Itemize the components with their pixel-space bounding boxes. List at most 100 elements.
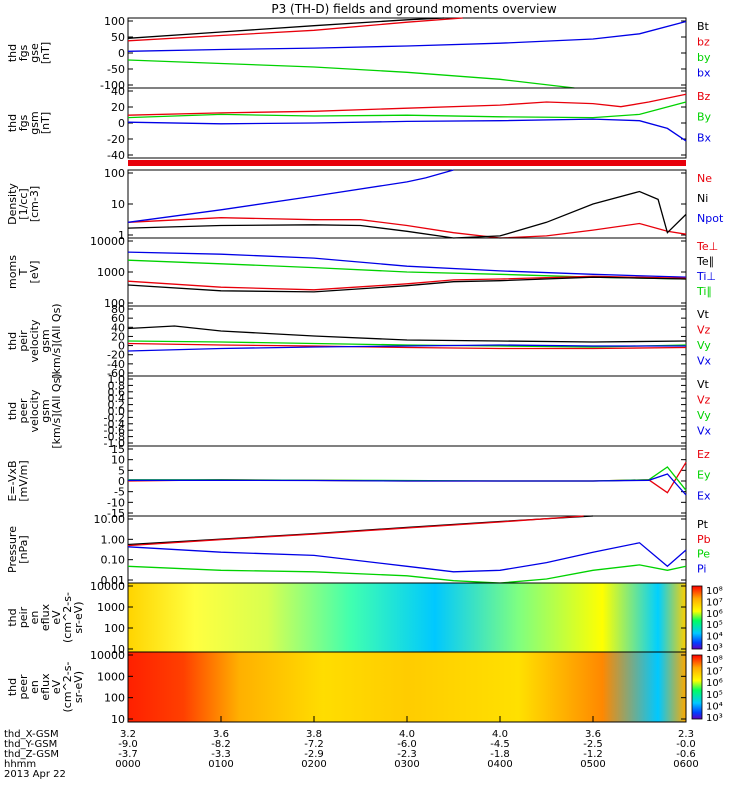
legend-entry: Bz (697, 90, 711, 103)
y-tick-label: 10 (111, 713, 125, 726)
y-tick-label: 10000 (90, 580, 125, 593)
y-axis-label: eV (50, 610, 63, 625)
series-line-vy (127, 340, 687, 348)
y-tick-label: -0.8 (104, 431, 125, 444)
y-tick-label: 0.0 (108, 405, 126, 418)
x-tick-label: 4.0 (399, 729, 415, 740)
legend-entry: bx (697, 67, 711, 80)
colorbar-tick-label: 10⁸ (706, 586, 723, 597)
legend-entry: Vz (697, 324, 711, 337)
y-tick-label: 100 (104, 622, 125, 635)
y-tick-label: -0.4 (104, 418, 125, 431)
panel-frame (127, 375, 687, 447)
x-tick-label: -7.2 (304, 739, 324, 750)
legend-entry: Pb (697, 533, 711, 546)
chart-title: P3 (TH-D) fields and ground moments over… (271, 2, 556, 16)
y-axis-label: en (28, 611, 41, 625)
x-tick-label: -1.2 (583, 749, 603, 760)
x-tick-label: -4.5 (490, 739, 510, 750)
series-line-by (127, 101, 687, 119)
x-tick-label: 3.6 (585, 729, 601, 740)
y-axis-label: thd (6, 44, 19, 62)
y-axis-label: Pressure (6, 526, 19, 573)
y-tick-label: -40 (107, 358, 125, 371)
colorbar-tick-label: 10³ (706, 643, 723, 654)
x-axis-row-label: thd_X-GSM (4, 729, 59, 740)
colorbar-tick-label: 10⁷ (706, 597, 723, 608)
y-tick-label: 0 (118, 47, 125, 60)
panel-frame (127, 305, 687, 377)
y-axis-label: [cm-3] (28, 186, 41, 222)
colorbar-tick-label: 10⁶ (706, 609, 723, 620)
y-tick-label: 40 (111, 321, 125, 334)
y-tick-label: 10000 (90, 649, 125, 662)
series-line-ez (127, 461, 687, 494)
y-axis-label: T (17, 268, 30, 276)
x-tick-label: 3.6 (213, 729, 229, 740)
y-axis-label: gsm (28, 111, 41, 134)
y-axis-label: thd (6, 114, 19, 132)
x-tick-label: 3.8 (306, 729, 322, 740)
colorbar-tick-label: 10⁵ (706, 620, 723, 631)
y-tick-label: 60 (111, 312, 125, 325)
y-axis-label: en (28, 680, 41, 694)
y-tick-label: 0.01 (101, 574, 126, 587)
series-line-ne (127, 217, 687, 239)
y-axis-label: [km/s](All Qs) (50, 303, 63, 378)
y-tick-label: 80 (111, 303, 125, 316)
y-axis-label: thd (6, 332, 19, 350)
y-tick-label: 0 (118, 340, 125, 353)
y-axis-label: sr-eV) (72, 601, 85, 633)
series-line-ey (128, 466, 687, 491)
legend-entry: by (697, 51, 711, 64)
colorbar-tick-label: 10³ (706, 713, 723, 724)
y-tick-label: 20 (111, 330, 125, 343)
y-tick-label: 15 (111, 443, 125, 456)
legend-entry: Ni (697, 192, 708, 205)
legend-entry: Te∥ (696, 255, 714, 268)
legend-entry: Vy (697, 409, 711, 422)
x-tick-label: -0.6 (676, 749, 696, 760)
legend-entry: Ez (697, 448, 710, 461)
series-line-vt (127, 325, 687, 343)
panel-frame (127, 169, 687, 239)
series-line-te⊥ (127, 275, 687, 291)
y-tick-label: 20 (111, 101, 125, 114)
y-axis-label: (cm^2-s- (61, 662, 74, 713)
x-tick-label: -2.5 (583, 739, 603, 750)
x-tick-label: -6.0 (397, 739, 417, 750)
separator-band (128, 160, 686, 166)
y-axis-label: [mV/m] (17, 460, 30, 501)
legend-entry: Pt (697, 518, 709, 531)
y-tick-label: 1 (118, 229, 125, 242)
y-tick-label: 0.4 (108, 392, 126, 405)
y-axis-label: gse (28, 43, 41, 63)
series-line-pi (127, 542, 687, 573)
legend-entry: Vt (697, 308, 710, 321)
y-tick-label: 100 (104, 15, 125, 28)
x-tick-label: -1.8 (490, 749, 510, 760)
legend-entry: Ex (697, 489, 711, 502)
series-line-npot (127, 169, 454, 223)
y-tick-label: -40 (107, 149, 125, 162)
y-tick-label: -1.0 (104, 437, 125, 450)
y-axis-label: gsm (39, 399, 52, 422)
legend-entry: Pi (697, 562, 706, 575)
colorbar (691, 585, 703, 650)
y-axis-label: velocity (28, 319, 41, 362)
y-axis-label: peer (17, 398, 30, 424)
x-tick-label: 3.2 (120, 729, 136, 740)
y-tick-label: 0 (118, 475, 125, 488)
series-line-bt (127, 17, 445, 39)
x-tick-label: -2.9 (304, 749, 324, 760)
y-axis-label: (cm^2-s- (61, 592, 74, 643)
y-tick-label: -5 (114, 486, 125, 499)
x-tick-label: 0600 (673, 759, 698, 770)
colorbar-tick-label: 10⁶ (706, 678, 723, 689)
legend-entry: Ne (697, 172, 712, 185)
y-tick-label: 1.00 (101, 533, 126, 546)
y-axis-label: Density (6, 183, 19, 225)
y-tick-label: -60 (107, 367, 125, 380)
y-tick-label: 100 (104, 297, 125, 310)
y-axis-label: peir (17, 330, 30, 352)
